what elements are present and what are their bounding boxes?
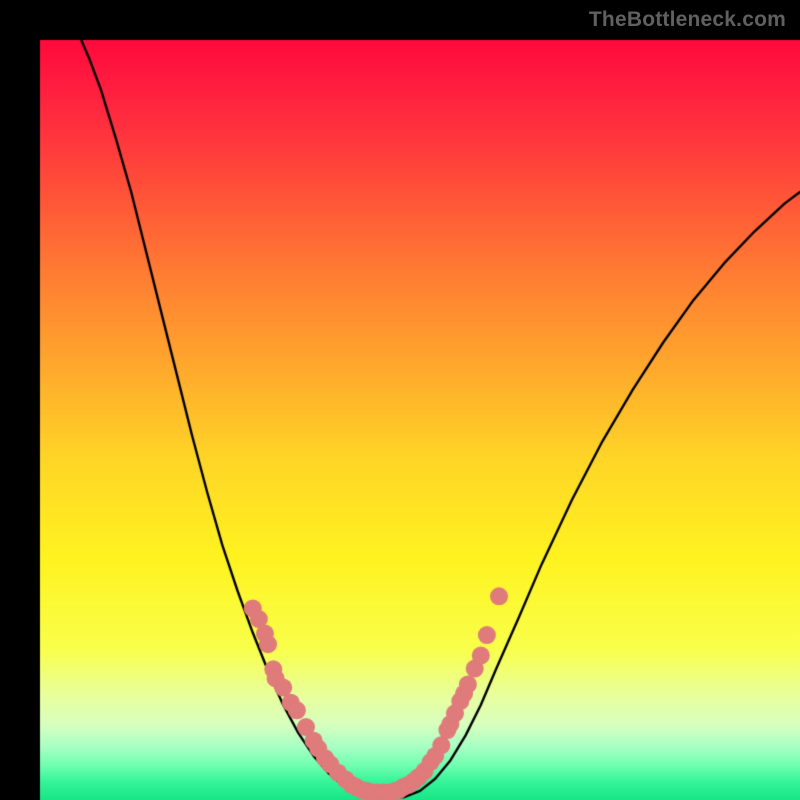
bottleneck-chart-canvas	[0, 0, 800, 800]
